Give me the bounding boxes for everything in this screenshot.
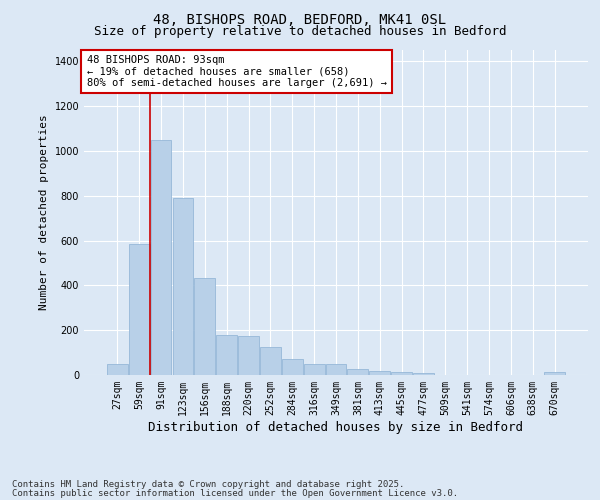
Bar [260,347,281,375]
Bar [370,370,390,375]
Text: Size of property relative to detached houses in Bedford: Size of property relative to detached ho… [94,25,506,38]
Bar [107,364,128,375]
Bar [326,364,346,375]
Bar [238,336,259,375]
Bar [129,244,149,375]
Bar [151,140,172,375]
Bar [347,370,368,375]
Bar [544,372,565,375]
Bar [304,364,325,375]
Text: 48 BISHOPS ROAD: 93sqm
← 19% of detached houses are smaller (658)
80% of semi-de: 48 BISHOPS ROAD: 93sqm ← 19% of detached… [86,55,386,88]
Bar [282,360,302,375]
Bar [413,373,434,375]
Bar [173,198,193,375]
Text: 48, BISHOPS ROAD, BEDFORD, MK41 0SL: 48, BISHOPS ROAD, BEDFORD, MK41 0SL [154,12,446,26]
Bar [194,278,215,375]
Y-axis label: Number of detached properties: Number of detached properties [39,114,49,310]
X-axis label: Distribution of detached houses by size in Bedford: Distribution of detached houses by size … [149,420,523,434]
Bar [216,335,237,375]
Text: Contains HM Land Registry data © Crown copyright and database right 2025.: Contains HM Land Registry data © Crown c… [12,480,404,489]
Bar [391,372,412,375]
Text: Contains public sector information licensed under the Open Government Licence v3: Contains public sector information licen… [12,489,458,498]
